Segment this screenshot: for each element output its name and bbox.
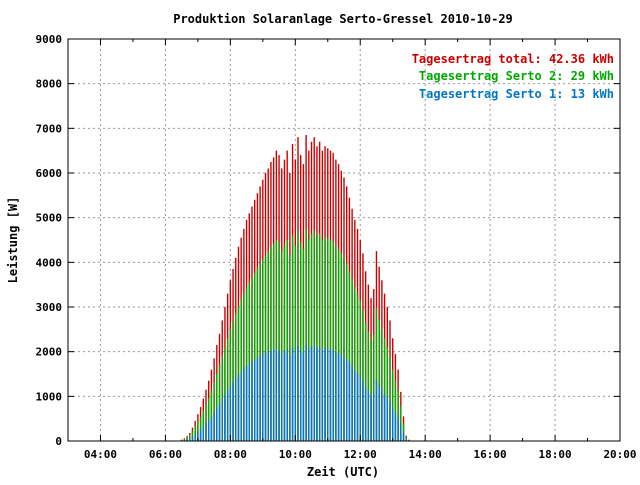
x-tick-label: 14:00 [409, 448, 442, 461]
y-tick-label: 9000 [36, 33, 63, 46]
y-tick-label: 6000 [36, 167, 63, 180]
y-tick-label: 8000 [36, 78, 63, 91]
x-tick-label: 10:00 [279, 448, 312, 461]
x-tick-label: 18:00 [538, 448, 571, 461]
x-tick-label: 12:00 [344, 448, 377, 461]
legend-entry-serto-2: Tagesertrag Serto 2: 29 kWh [419, 69, 614, 83]
x-tick-label: 08:00 [214, 448, 247, 461]
x-axis-label: Zeit (UTC) [307, 465, 379, 479]
y-tick-label: 3000 [36, 301, 63, 314]
y-tick-label: 4000 [36, 256, 63, 269]
legend: Tagesertrag total: 42.36 kWh Tagesertrag… [412, 52, 614, 101]
ticks: 0 1000 2000 3000 4000 5000 6000 7000 8000 9000 04:… [36, 33, 637, 461]
chart-title: Produktion Solaranlage Serto-Gressel 201… [173, 12, 513, 26]
y-tick-label: 7000 [36, 122, 63, 135]
x-tick-label: 20:00 [603, 448, 636, 461]
x-tick-label: 04:00 [84, 448, 117, 461]
x-tick-label: 06:00 [149, 448, 182, 461]
legend-entry-serto-1: Tagesertrag Serto 1: 13 kWh [419, 87, 614, 101]
y-tick-label: 2000 [36, 346, 63, 359]
y-tick-label: 1000 [36, 390, 63, 403]
legend-entry-total: Tagesertrag total: 42.36 kWh [412, 52, 614, 66]
plot-frame [67, 38, 621, 442]
y-tick-label: 0 [55, 435, 62, 448]
y-tick-label: 5000 [36, 212, 63, 225]
y-axis-label: Leistung [W] [6, 197, 20, 284]
x-tick-label: 16:00 [474, 448, 507, 461]
bars [180, 135, 410, 441]
